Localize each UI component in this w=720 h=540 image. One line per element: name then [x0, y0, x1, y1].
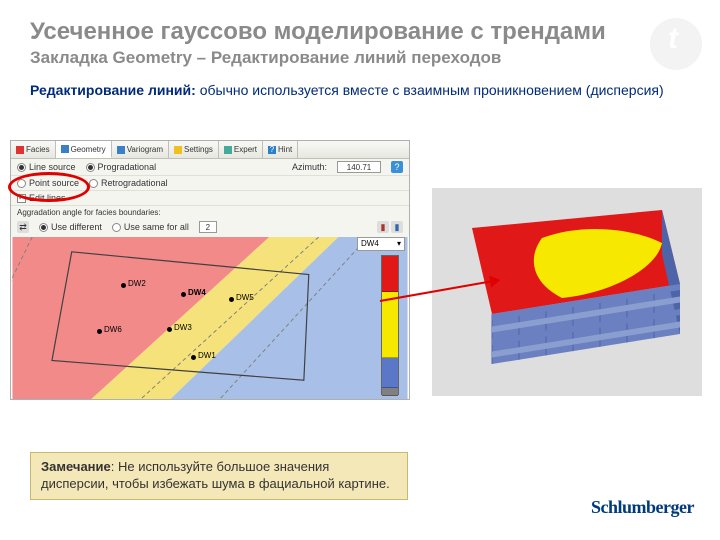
tab-label: Expert: [234, 145, 257, 154]
tab-settings[interactable]: Settings: [169, 141, 219, 158]
radio-progradational[interactable]: [86, 163, 95, 172]
facies-icon: [16, 146, 24, 154]
radio-use-different[interactable]: [39, 223, 48, 232]
legend-segment: [382, 256, 398, 292]
intro-bold: Редактирование линий:: [30, 82, 196, 98]
well-dot-dw1[interactable]: [191, 355, 196, 360]
chevron-down-icon: ▾: [397, 237, 401, 251]
tab-bar: FaciesGeometryVariogramSettingsExpert?Hi…: [11, 141, 409, 159]
watermark-circle: [650, 18, 702, 70]
radio-line-source[interactable]: [17, 163, 26, 172]
well-label-dw6: DW6: [104, 325, 122, 334]
tab-facies[interactable]: Facies: [11, 141, 56, 158]
geometry-icon: [61, 145, 69, 153]
radio-retrogradational[interactable]: [89, 179, 98, 188]
well-select-value: DW4: [361, 237, 379, 251]
toggle-icon[interactable]: ⇄: [17, 221, 29, 233]
legend-segment: [382, 358, 398, 388]
note-box: Замечание: Не используйте большое значен…: [30, 452, 408, 500]
legend-segment: [382, 388, 398, 396]
tab-label: Settings: [184, 145, 213, 154]
color-legend: [381, 255, 399, 395]
tab-label: Geometry: [71, 145, 106, 154]
tab-geometry[interactable]: Geometry: [56, 141, 112, 158]
note-bold: Замечание: [41, 459, 111, 474]
label-use-same: Use same for all: [124, 222, 189, 232]
label-progradational: Progradational: [98, 162, 157, 172]
azimuth-input[interactable]: 140.71: [337, 161, 381, 173]
well-label-dw4: DW4: [188, 288, 206, 297]
cube-svg: [432, 188, 702, 396]
map-svg: [11, 237, 409, 399]
intro-text: Редактирование линий: обычно используетс…: [30, 82, 690, 98]
map-viewport[interactable]: DW4 ▾ DW2 DW4 DW5 DW6 DW3 DW1: [11, 237, 409, 399]
tab-label: Hint: [278, 145, 292, 154]
well-label-dw1: DW1: [198, 351, 216, 360]
azimuth-label: Azimuth:: [292, 162, 327, 172]
tab-label: Facies: [26, 145, 50, 154]
tab-label: Variogram: [127, 145, 163, 154]
intro-rest: обычно используется вместе с взаимным пр…: [196, 82, 664, 98]
page-subtitle: Закладка Geometry – Редактирование линий…: [30, 48, 501, 68]
label-use-different: Use different: [51, 222, 102, 232]
well-dot-dw4[interactable]: [181, 292, 186, 297]
page-title: Усеченное гауссово моделирование с тренд…: [30, 18, 606, 46]
highlight-circle: [8, 172, 90, 202]
help-icon[interactable]: ?: [391, 161, 403, 173]
aggradation-label: Aggradation angle for facies boundaries:: [11, 206, 409, 219]
tab-hint[interactable]: ?Hint: [263, 141, 298, 158]
well-label-dw3: DW3: [174, 323, 192, 332]
option-row-4: ⇄ Use different Use same for all 2 ▮ ▮: [11, 219, 409, 235]
well-dot-dw2[interactable]: [121, 283, 126, 288]
tool-icon-1[interactable]: ▮: [377, 221, 389, 233]
label-retrogradational: Retrogradational: [101, 178, 168, 188]
well-dot-dw6[interactable]: [97, 329, 102, 334]
variogram-icon: [117, 146, 125, 154]
label-line-source: Line source: [29, 162, 76, 172]
brand-logo: Schlumberger: [591, 497, 694, 518]
hint-icon: ?: [268, 146, 276, 154]
radio-use-same[interactable]: [112, 223, 121, 232]
expert-icon: [224, 146, 232, 154]
tool-icon-2[interactable]: ▮: [391, 221, 403, 233]
well-label-dw5: DW5: [236, 293, 254, 302]
tab-expert[interactable]: Expert: [219, 141, 263, 158]
well-dot-dw5[interactable]: [229, 297, 234, 302]
well-dot-dw3[interactable]: [167, 327, 172, 332]
cube-3d-panel: [432, 188, 702, 396]
tab-variogram[interactable]: Variogram: [112, 141, 169, 158]
same-value-input[interactable]: 2: [199, 221, 217, 233]
legend-segment: [382, 292, 398, 358]
well-label-dw2: DW2: [128, 279, 146, 288]
settings-icon: [174, 146, 182, 154]
well-select[interactable]: DW4 ▾: [357, 237, 405, 251]
